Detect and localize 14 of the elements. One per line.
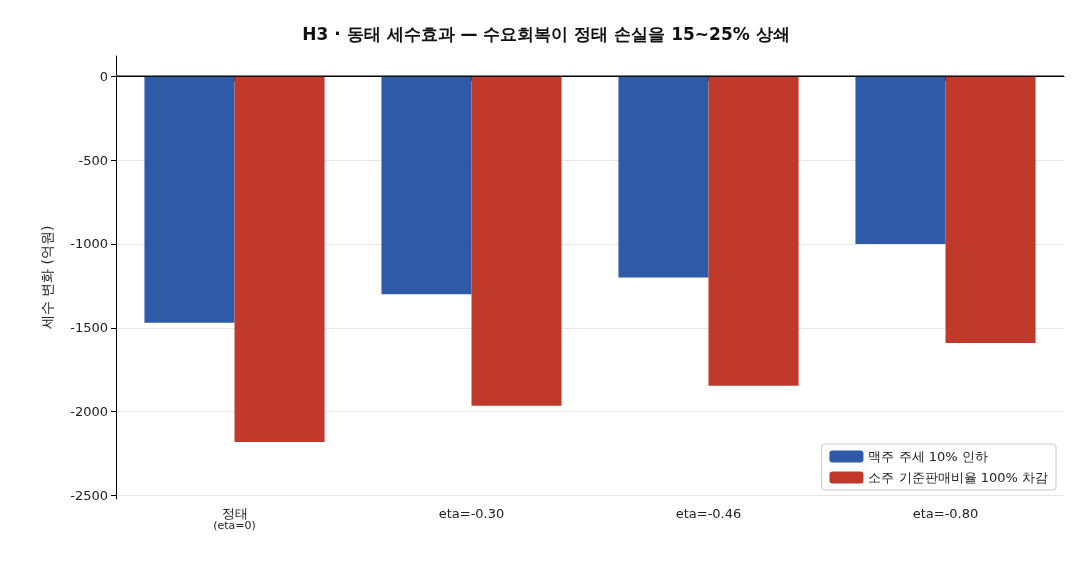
y-tick-label: -500 <box>78 152 108 168</box>
y-tick-label: -2500 <box>70 488 108 504</box>
y-axis-title: 세수 변화 (억원) <box>39 225 55 330</box>
legend-label: 맥주 주세 10% 인하 <box>868 449 988 464</box>
x-tick-label: 정태 (eta=0) <box>213 506 256 532</box>
x-tick-label: eta=-0.30 <box>438 506 505 521</box>
chart-title: H3 · 동태 세수효과 — 수요회복이 정태 손실을 15~25% 상쇄 <box>302 23 790 44</box>
y-tick-label: -1500 <box>70 320 108 336</box>
y-tick-label: -2000 <box>70 404 108 420</box>
y-tick-label: -1000 <box>70 236 108 252</box>
y-tick-label: 0 <box>99 68 108 84</box>
x-tick-label: eta=-0.46 <box>675 506 742 521</box>
x-tick-label: eta=-0.80 <box>912 506 979 521</box>
legend-label: 소주 기준판매비율 100% 차감 <box>868 470 1048 485</box>
